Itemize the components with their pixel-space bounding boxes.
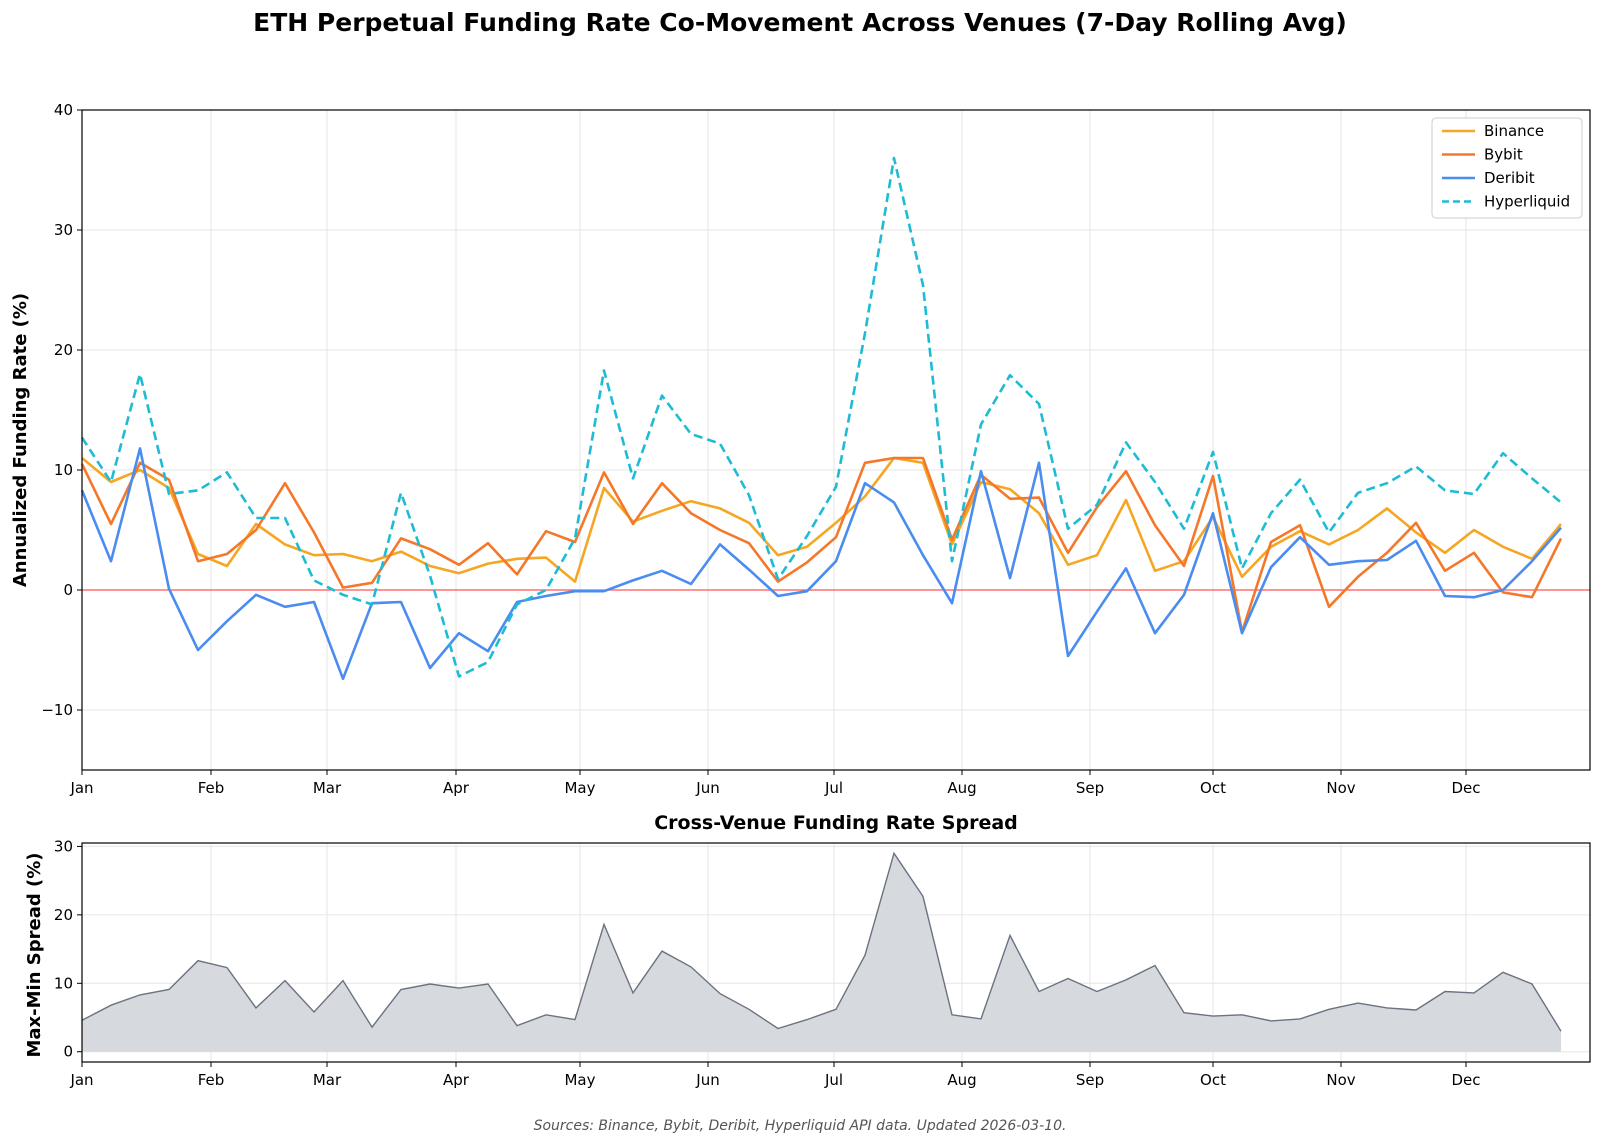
top-xtick-label-jul: Jul (824, 779, 843, 797)
top-y-axis-label: Annualized Funding Rate (%) (10, 293, 31, 587)
legend-box (1431, 117, 1583, 219)
spread-panel: 0 10 20 30 Jan Feb Mar Apr May Jun Jul Aug Sep Oct No… (24, 837, 1591, 1089)
top-ytick-label: 20 (54, 341, 73, 359)
top-y-ticks: −10 0 10 20 30 40 (41, 101, 82, 719)
funding-rate-panel: −10 0 10 20 30 40 Jan Feb Mar Apr May Jun Jul Aug Sep… (10, 101, 1591, 797)
bottom-x-ticks: Jan Feb Mar Apr May Jun Jul Aug Sep Oct Nov Dec (69, 1062, 1481, 1089)
top-ytick-label: 30 (54, 221, 73, 239)
bottom-xtick-label-apr: Apr (443, 1071, 470, 1089)
top-xtick-label-feb: Feb (198, 779, 225, 797)
spread-area (82, 853, 1561, 1052)
top-xtick-label-aug: Aug (947, 779, 976, 797)
top-ytick-label: 0 (63, 581, 73, 599)
top-xtick-label-nov: Nov (1326, 779, 1355, 797)
legend-label-hyperliquid: Hyperliquid (1484, 193, 1570, 211)
bottom-xtick-label-mar: Mar (313, 1071, 342, 1089)
top-xtick-label-apr: Apr (443, 779, 470, 797)
bottom-xtick-label-jun: Jun (695, 1071, 719, 1089)
bottom-y-axis-label: Max-Min Spread (%) (24, 852, 45, 1057)
spread-line (81, 851, 1562, 1032)
top-ytick-label: 10 (54, 461, 73, 479)
top-ytick-label: 40 (54, 101, 73, 119)
bottom-ytick-label: 10 (54, 974, 73, 992)
top-xtick-label-oct: Oct (1200, 779, 1226, 797)
source-note: Sources: Binance, Bybit, Deribit, Hyperl… (534, 1118, 1067, 1134)
funding-rate-series (80, 156, 1563, 681)
series-line-deribit (80, 447, 1562, 681)
top-axes-frame (81, 109, 1591, 771)
series-line-binance (81, 456, 1562, 583)
top-xtick-label-jun: Jun (695, 779, 719, 797)
top-xtick-label-dec: Dec (1451, 779, 1480, 797)
legend-label-deribit: Deribit (1484, 169, 1535, 187)
top-xtick-label-mar: Mar (313, 779, 342, 797)
series-line-hyperliquid (80, 156, 1562, 678)
bottom-xtick-label-dec: Dec (1451, 1071, 1480, 1089)
bottom-ytick-label: 20 (54, 906, 73, 924)
bottom-ytick-label: 0 (63, 1043, 73, 1061)
bottom-xtick-label-feb: Feb (198, 1071, 225, 1089)
top-grid (81, 109, 1590, 770)
bottom-y-ticks: 0 10 20 30 (54, 837, 82, 1061)
bottom-xtick-label-may: May (564, 1071, 595, 1089)
top-xtick-label-sep: Sep (1076, 779, 1104, 797)
main-chart-title: ETH Perpetual Funding Rate Co-Movement A… (253, 8, 1347, 37)
legend-label-bybit: Bybit (1484, 146, 1523, 164)
bottom-axes-frame (81, 842, 1591, 1063)
bottom-xtick-label-jul: Jul (824, 1071, 843, 1089)
bottom-xtick-label-aug: Aug (947, 1071, 976, 1089)
bottom-xtick-label-jan: Jan (69, 1071, 93, 1089)
bottom-ytick-label: 30 (54, 837, 73, 855)
series-line-bybit (80, 456, 1563, 634)
top-ytick-label: −10 (41, 701, 73, 719)
spread-chart-title: Cross-Venue Funding Rate Spread (654, 812, 1018, 834)
bottom-xtick-label-sep: Sep (1076, 1071, 1104, 1089)
top-x-ticks: Jan Feb Mar Apr May Jun Jul Aug Sep Oct Nov Dec (69, 770, 1481, 797)
top-xtick-label-jan: Jan (69, 779, 93, 797)
top-xtick-label-may: May (564, 779, 595, 797)
legend-label-binance: Binance (1484, 122, 1544, 140)
legend: Binance Bybit Deribit Hyperliquid (1431, 117, 1583, 219)
bottom-xtick-label-nov: Nov (1326, 1071, 1355, 1089)
bottom-xtick-label-oct: Oct (1200, 1071, 1226, 1089)
